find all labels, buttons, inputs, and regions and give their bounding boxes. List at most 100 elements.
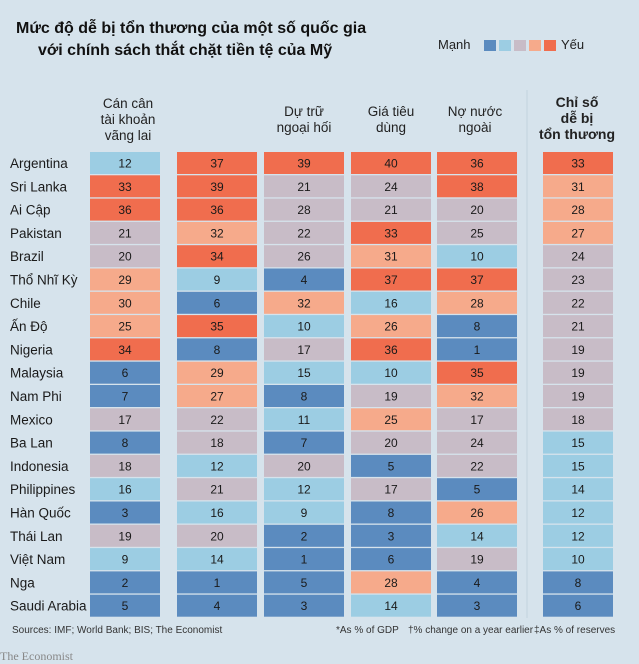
- heatmap-cell: [90, 268, 160, 291]
- heatmap-cell: [264, 548, 344, 571]
- cell-value: 18: [210, 436, 224, 450]
- cell-value: 39: [210, 180, 224, 194]
- cell-value: 9: [122, 553, 129, 567]
- heatmap-cell: [90, 594, 160, 617]
- cell-value: 6: [214, 296, 221, 310]
- cell-value: 40: [384, 157, 398, 171]
- heatmap-cell: [543, 548, 613, 571]
- cell-value: 6: [122, 366, 129, 380]
- heatmap-cell: [543, 431, 613, 454]
- cell-value: 5: [388, 459, 395, 473]
- legend-swatch-4: [529, 40, 541, 51]
- cell-value: 7: [122, 390, 129, 404]
- heatmap-cell: [437, 152, 517, 174]
- heatmap-cell: [264, 454, 344, 477]
- heatmap-cell: [351, 221, 431, 244]
- heatmap-cell: [543, 245, 613, 268]
- cell-value: 32: [297, 296, 311, 310]
- heatmap-cell: [90, 175, 160, 198]
- cell-value: 23: [571, 273, 585, 287]
- heatmap-cell: [264, 571, 344, 594]
- cell-value: 8: [214, 343, 221, 357]
- header-line: Nợ nước: [447, 104, 503, 119]
- row-label: Nam Phi: [10, 389, 62, 404]
- cell-value: 21: [297, 180, 311, 194]
- heatmap-cell: [543, 198, 613, 221]
- cell-value: 20: [470, 203, 484, 217]
- cell-value: 16: [384, 296, 398, 310]
- header-line: tài khoản: [100, 112, 156, 127]
- heatmap-cell: [437, 501, 517, 524]
- cell-value: 31: [384, 250, 398, 264]
- heatmap-cell: [351, 245, 431, 268]
- heatmap-cell: [177, 431, 257, 454]
- heatmap-cell: [351, 385, 431, 407]
- heatmap-cell: [177, 291, 257, 314]
- cell-value: 14: [571, 483, 585, 497]
- cell-value: 25: [118, 320, 132, 334]
- cell-value: 1: [474, 343, 481, 357]
- heatmap-cell: [264, 524, 344, 547]
- heatmap-cell: [177, 548, 257, 571]
- heatmap-cell: [351, 501, 431, 524]
- heatmap-cell: [351, 571, 431, 594]
- column-header-reserves: Dự trữ ngoại hối: [256, 104, 352, 136]
- heatmap-cell: [437, 594, 517, 617]
- cell-value: 35: [470, 366, 484, 380]
- heatmap-cell: [437, 291, 517, 314]
- header-line: Giá tiêu: [367, 104, 415, 119]
- heatmap-cell: [264, 315, 344, 338]
- cell-value: 20: [384, 436, 398, 450]
- cell-value: 37: [384, 273, 398, 287]
- cell-value: 3: [301, 599, 308, 613]
- cell-value: 34: [118, 343, 132, 357]
- cell-value: 4: [474, 576, 481, 590]
- cell-value: 19: [384, 390, 398, 404]
- cell-value: 14: [384, 599, 398, 613]
- legend-swatch-2: [499, 40, 511, 51]
- heatmap-cell: [177, 594, 257, 617]
- heatmap-cell: [351, 152, 431, 174]
- cell-value: 20: [297, 459, 311, 473]
- heatmap-cell: [543, 291, 613, 314]
- heatmap-cell: [543, 315, 613, 338]
- row-label: Nga: [10, 575, 35, 590]
- heatmap-cell: [264, 245, 344, 268]
- cell-value: 19: [571, 343, 585, 357]
- cell-value: 21: [384, 203, 398, 217]
- cell-value: 12: [210, 459, 224, 473]
- cell-value: 20: [118, 250, 132, 264]
- cell-value: 9: [301, 506, 308, 520]
- heatmap-cell: [90, 524, 160, 547]
- cell-value: 8: [575, 576, 582, 590]
- heatmap-cell: [177, 245, 257, 268]
- row-label: Thái Lan: [10, 529, 63, 544]
- heatmap-cell: [264, 268, 344, 291]
- legend-swatch-5: [544, 40, 556, 51]
- cell-value: 10: [571, 553, 585, 567]
- heatmap-cell: [437, 175, 517, 198]
- cell-value: 3: [388, 529, 395, 543]
- heatmap-cell: [90, 152, 160, 174]
- header-line: Chỉ số: [555, 94, 599, 110]
- heatmap-cell: [264, 175, 344, 198]
- heatmap-cell: [177, 152, 257, 174]
- row-label: Pakistan: [10, 226, 62, 241]
- heatmap-cell: [90, 315, 160, 338]
- row-label: Saudi Arabia: [10, 599, 87, 614]
- cell-value: 11: [298, 413, 311, 427]
- row-label: Ai Cập: [10, 203, 51, 218]
- heatmap-cell: [90, 431, 160, 454]
- cell-value: 2: [301, 529, 308, 543]
- heatmap-cell: [264, 338, 344, 361]
- cell-value: 27: [210, 390, 224, 404]
- cell-value: 1: [301, 553, 308, 567]
- cell-value: 29: [210, 366, 224, 380]
- cell-value: 36: [210, 203, 224, 217]
- cell-value: 10: [297, 320, 311, 334]
- column-header-consumer-prices: Giá tiêu dùng: [343, 104, 439, 136]
- cell-value: 30: [118, 296, 132, 310]
- cell-value: 25: [470, 226, 484, 240]
- heatmap-cell: [90, 548, 160, 571]
- cell-value: 26: [297, 250, 311, 264]
